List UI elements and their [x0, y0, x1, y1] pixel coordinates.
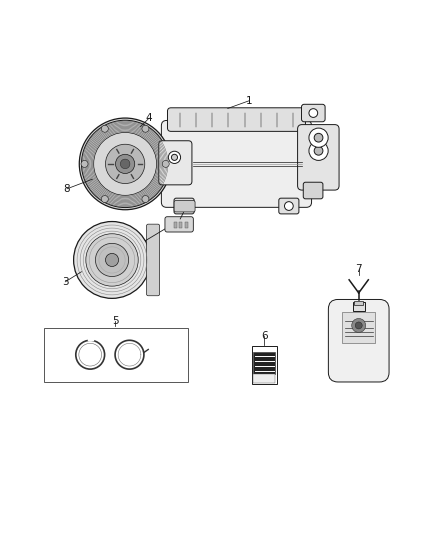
- Circle shape: [355, 322, 362, 329]
- FancyBboxPatch shape: [297, 125, 339, 190]
- Circle shape: [309, 128, 328, 147]
- Circle shape: [81, 120, 169, 207]
- FancyBboxPatch shape: [301, 104, 325, 122]
- Circle shape: [168, 151, 180, 164]
- Bar: [254, 374, 276, 383]
- Bar: [254, 352, 276, 374]
- Text: 3: 3: [62, 277, 69, 287]
- Text: 8: 8: [64, 184, 71, 194]
- FancyBboxPatch shape: [174, 198, 194, 214]
- Bar: [354, 301, 363, 305]
- Circle shape: [142, 196, 149, 203]
- Circle shape: [86, 234, 138, 286]
- Text: 4: 4: [146, 113, 152, 123]
- Circle shape: [309, 141, 328, 160]
- Text: 6: 6: [261, 332, 268, 341]
- Circle shape: [95, 244, 129, 277]
- FancyBboxPatch shape: [159, 141, 192, 185]
- Circle shape: [180, 201, 188, 211]
- Circle shape: [106, 144, 145, 183]
- Circle shape: [74, 222, 150, 298]
- Circle shape: [171, 154, 177, 160]
- Bar: [185, 222, 188, 228]
- Circle shape: [162, 160, 169, 167]
- FancyBboxPatch shape: [328, 300, 389, 382]
- FancyBboxPatch shape: [279, 198, 299, 214]
- Text: 5: 5: [112, 316, 118, 326]
- Circle shape: [285, 201, 293, 211]
- Bar: [44, 328, 188, 382]
- Bar: [353, 302, 365, 311]
- Circle shape: [81, 160, 88, 167]
- Circle shape: [94, 133, 156, 195]
- Circle shape: [352, 318, 366, 333]
- Circle shape: [116, 154, 135, 174]
- FancyBboxPatch shape: [167, 108, 305, 131]
- Circle shape: [309, 109, 318, 117]
- Circle shape: [314, 147, 323, 155]
- Circle shape: [120, 159, 130, 169]
- Circle shape: [101, 125, 108, 132]
- FancyBboxPatch shape: [174, 200, 195, 212]
- Text: 1: 1: [246, 95, 253, 106]
- Circle shape: [101, 196, 108, 203]
- Circle shape: [314, 133, 323, 142]
- FancyBboxPatch shape: [147, 224, 159, 296]
- Circle shape: [142, 125, 149, 132]
- FancyBboxPatch shape: [165, 217, 193, 232]
- Circle shape: [79, 118, 171, 210]
- Text: 7: 7: [355, 264, 362, 273]
- Bar: [252, 346, 277, 384]
- Circle shape: [106, 253, 119, 266]
- FancyBboxPatch shape: [161, 120, 311, 207]
- Bar: [174, 222, 177, 228]
- Bar: [179, 222, 182, 228]
- FancyBboxPatch shape: [303, 182, 323, 199]
- Bar: [343, 312, 375, 343]
